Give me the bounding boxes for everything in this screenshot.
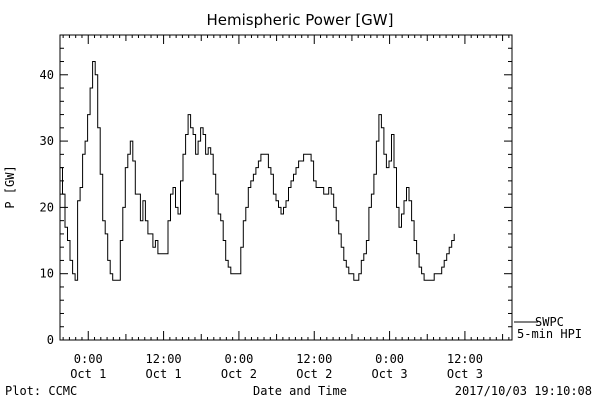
x-tick-time-label: 0:00 <box>375 352 404 366</box>
y-axis: 0 10 20 30 40 <box>40 34 512 347</box>
legend-swpc-label: SWPC <box>535 315 564 329</box>
x-tick-time-label: 0:00 <box>224 352 253 366</box>
y-tick-label: 0 <box>47 333 54 347</box>
y-tick-label: 40 <box>40 68 54 82</box>
y-tick-label: 20 <box>40 200 54 214</box>
footer-credit: Plot: CCMC <box>5 384 77 398</box>
y-axis-label: P [GW] <box>3 165 17 208</box>
x-tick-date-label: Oct 3 <box>372 367 408 381</box>
x-tick-date-label: Oct 2 <box>221 367 257 381</box>
x-axis-label: Date and Time <box>253 384 347 398</box>
x-tick-date-label: Oct 1 <box>70 367 106 381</box>
chart-title: Hemispheric Power [GW] <box>207 11 394 29</box>
x-tick-date-label: Oct 2 <box>296 367 332 381</box>
legend: SWPC 5-min HPI <box>514 315 582 341</box>
footer-timestamp: 2017/10/03 19:10:08 <box>455 384 592 398</box>
x-tick-time-label: 0:00 <box>74 352 103 366</box>
y-tick-label: 10 <box>40 267 54 281</box>
x-tick-date-label: Oct 1 <box>146 367 182 381</box>
x-tick-time-label: 12:00 <box>146 352 182 366</box>
series-line-swpc <box>60 61 455 281</box>
x-tick-time-label: 12:00 <box>296 352 332 366</box>
x-tick-date-label: Oct 3 <box>447 367 483 381</box>
plot-frame <box>59 34 513 341</box>
series-group <box>60 61 455 281</box>
legend-hpi-label: 5-min HPI <box>517 327 582 341</box>
x-tick-time-label: 12:00 <box>447 352 483 366</box>
y-tick-label: 30 <box>40 134 54 148</box>
